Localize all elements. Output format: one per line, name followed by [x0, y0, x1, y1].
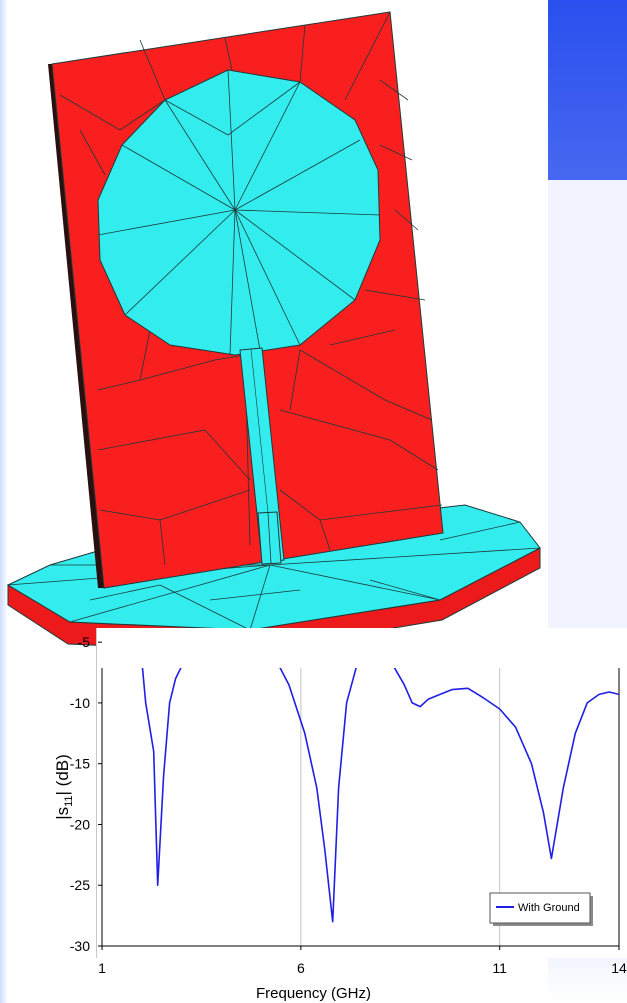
x-tick-label: 1: [98, 960, 106, 976]
y-axis-label: |s11| (dB): [52, 754, 76, 820]
x-tick-label: 14: [611, 960, 627, 976]
series-line: [141, 668, 619, 923]
x-tick-label: 11: [492, 960, 507, 976]
y-tick-label: -25: [70, 877, 90, 893]
y-tick-label: -15: [70, 756, 90, 772]
patch-mesh: [97, 69, 381, 356]
x-tick-label: 6: [297, 960, 305, 976]
x-axis-label: Frequency (GHz): [255, 985, 372, 1002]
y-tick-label: -30: [70, 938, 90, 954]
y-tick-label: -10: [70, 695, 90, 711]
backdrop-right-lower: [548, 180, 627, 630]
substrate-mesh: [59, 11, 443, 566]
y-tick-label: -5: [78, 634, 91, 650]
y-tick-label: -20: [70, 816, 90, 832]
substrate-edge: [48, 64, 104, 588]
backdrop-left: [0, 0, 8, 1003]
legend-label: With Ground: [518, 902, 580, 914]
